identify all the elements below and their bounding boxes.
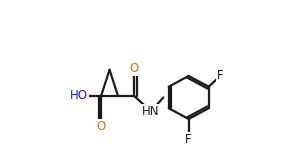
Text: O: O <box>97 120 106 133</box>
Text: HO: HO <box>70 89 88 102</box>
Text: O: O <box>129 62 139 75</box>
Text: F: F <box>185 133 192 146</box>
Text: HN: HN <box>142 105 160 118</box>
Text: F: F <box>217 69 223 82</box>
